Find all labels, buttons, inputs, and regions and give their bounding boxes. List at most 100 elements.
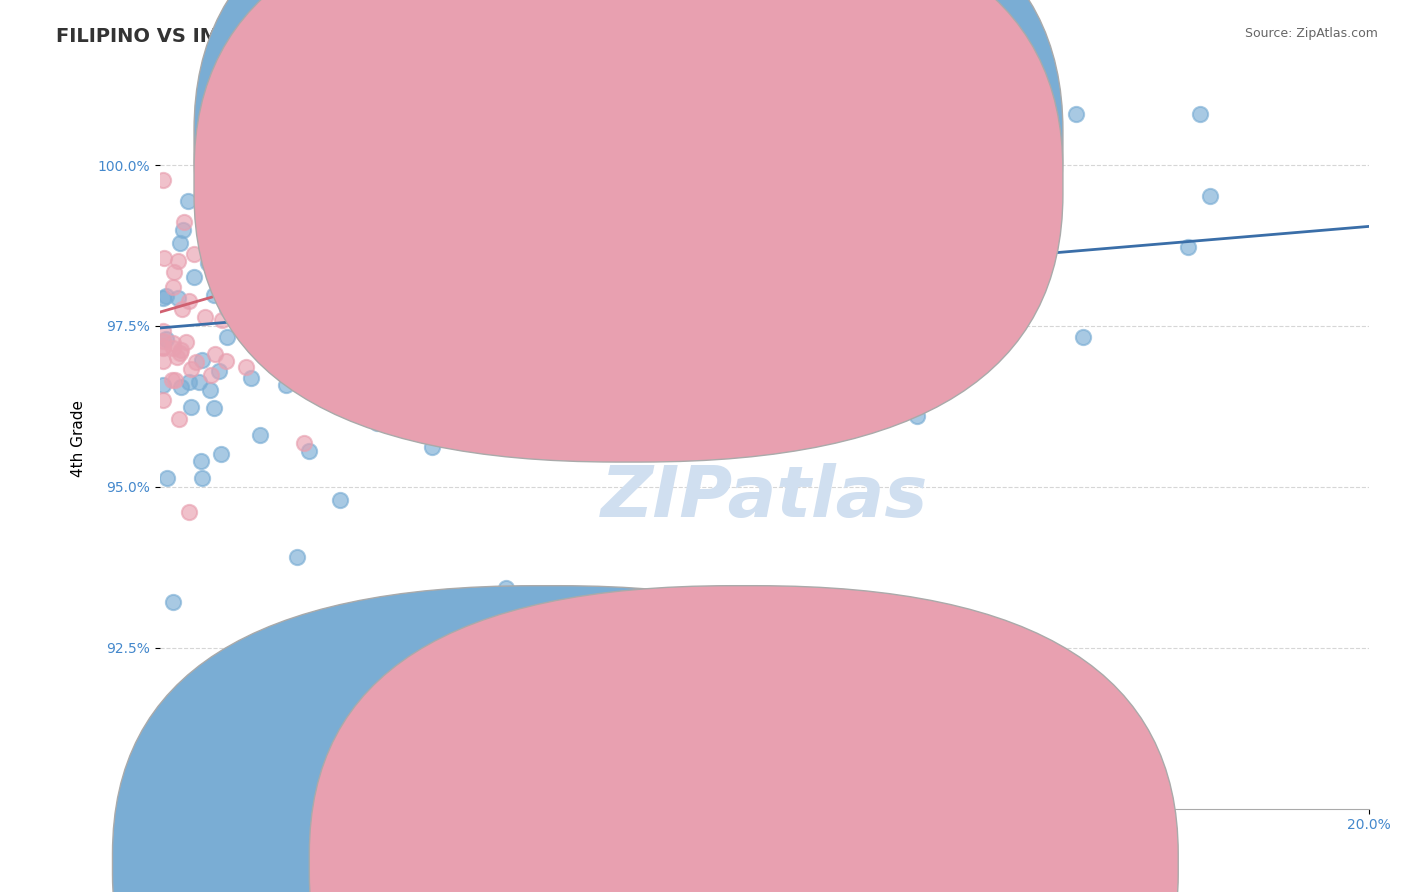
- Point: [292, 436, 315, 450]
- Point: [240, 200, 263, 214]
- Y-axis label: 4th Grade: 4th Grade: [72, 401, 86, 477]
- Point: [193, 146, 215, 161]
- Point: [191, 353, 214, 368]
- Point: [232, 106, 254, 120]
- Point: [215, 330, 238, 344]
- Point: [1188, 106, 1211, 120]
- Point: [266, 229, 288, 244]
- Point: [299, 194, 322, 208]
- Point: [167, 412, 190, 426]
- Point: [160, 374, 183, 388]
- Point: [243, 106, 266, 120]
- Point: [270, 169, 292, 184]
- Point: [956, 247, 979, 261]
- Point: [793, 334, 815, 348]
- Point: [156, 471, 179, 485]
- Point: [252, 347, 274, 361]
- Point: [225, 303, 247, 318]
- Point: [285, 219, 308, 233]
- Point: [204, 229, 226, 244]
- Point: [720, 128, 742, 143]
- Point: [271, 144, 294, 158]
- Point: [202, 401, 225, 416]
- Point: [221, 243, 243, 257]
- Point: [891, 237, 914, 252]
- Point: [502, 417, 524, 432]
- Point: [177, 375, 200, 389]
- Point: [391, 154, 413, 169]
- Point: [297, 225, 319, 239]
- Point: [495, 581, 517, 595]
- Point: [215, 302, 238, 317]
- Point: [183, 247, 205, 261]
- Point: [395, 244, 418, 259]
- Point: [172, 223, 194, 237]
- Point: [218, 131, 240, 145]
- Point: [169, 346, 191, 360]
- Point: [163, 265, 186, 279]
- Point: [198, 383, 221, 397]
- Point: [173, 215, 195, 229]
- Point: [152, 251, 174, 265]
- Point: [350, 302, 373, 317]
- Point: [166, 350, 188, 364]
- Text: ZIPatlas: ZIPatlas: [600, 463, 928, 533]
- Point: [152, 377, 174, 392]
- Point: [170, 379, 193, 393]
- Point: [485, 285, 508, 300]
- Point: [215, 354, 238, 368]
- Point: [177, 293, 200, 308]
- Point: [398, 106, 420, 120]
- Point: [205, 212, 228, 227]
- Point: [235, 360, 257, 375]
- Point: [162, 594, 184, 608]
- Point: [485, 155, 508, 169]
- Point: [184, 355, 207, 369]
- Point: [174, 334, 197, 349]
- Point: [198, 242, 221, 256]
- Point: [295, 236, 318, 251]
- Point: [366, 416, 388, 430]
- Point: [221, 209, 243, 223]
- Point: [662, 281, 685, 295]
- Point: [162, 341, 184, 355]
- Point: [155, 332, 177, 346]
- Point: [298, 443, 321, 458]
- Point: [162, 335, 184, 350]
- Point: [246, 335, 269, 350]
- Point: [921, 231, 943, 245]
- Point: [169, 235, 191, 250]
- Point: [221, 309, 243, 323]
- Point: [204, 347, 226, 361]
- Point: [162, 279, 184, 293]
- Point: [165, 373, 187, 387]
- Point: [152, 393, 174, 408]
- Point: [485, 139, 508, 153]
- Point: [420, 440, 443, 454]
- Point: [152, 341, 174, 355]
- Text: R = 0.324   N = 64: R = 0.324 N = 64: [640, 176, 785, 190]
- Point: [194, 310, 217, 324]
- Point: [232, 106, 254, 120]
- Text: FILIPINO VS IMMIGRANTS FROM SCOTLAND 4TH GRADE CORRELATION CHART: FILIPINO VS IMMIGRANTS FROM SCOTLAND 4TH…: [56, 27, 904, 45]
- Point: [152, 334, 174, 348]
- Point: [183, 270, 205, 285]
- Point: [152, 324, 174, 338]
- Point: [211, 313, 233, 327]
- Point: [523, 440, 546, 454]
- Point: [172, 301, 194, 316]
- Point: [190, 471, 212, 485]
- Point: [167, 254, 190, 268]
- Point: [678, 293, 700, 307]
- Text: Source: ZipAtlas.com: Source: ZipAtlas.com: [1244, 27, 1378, 40]
- Point: [1064, 106, 1087, 120]
- Point: [179, 505, 201, 519]
- Point: [270, 185, 292, 199]
- Point: [907, 409, 929, 423]
- Point: [197, 255, 219, 269]
- Point: [152, 291, 174, 305]
- Point: [291, 110, 314, 124]
- Point: [180, 362, 202, 376]
- Point: [166, 291, 188, 305]
- Point: [209, 447, 232, 461]
